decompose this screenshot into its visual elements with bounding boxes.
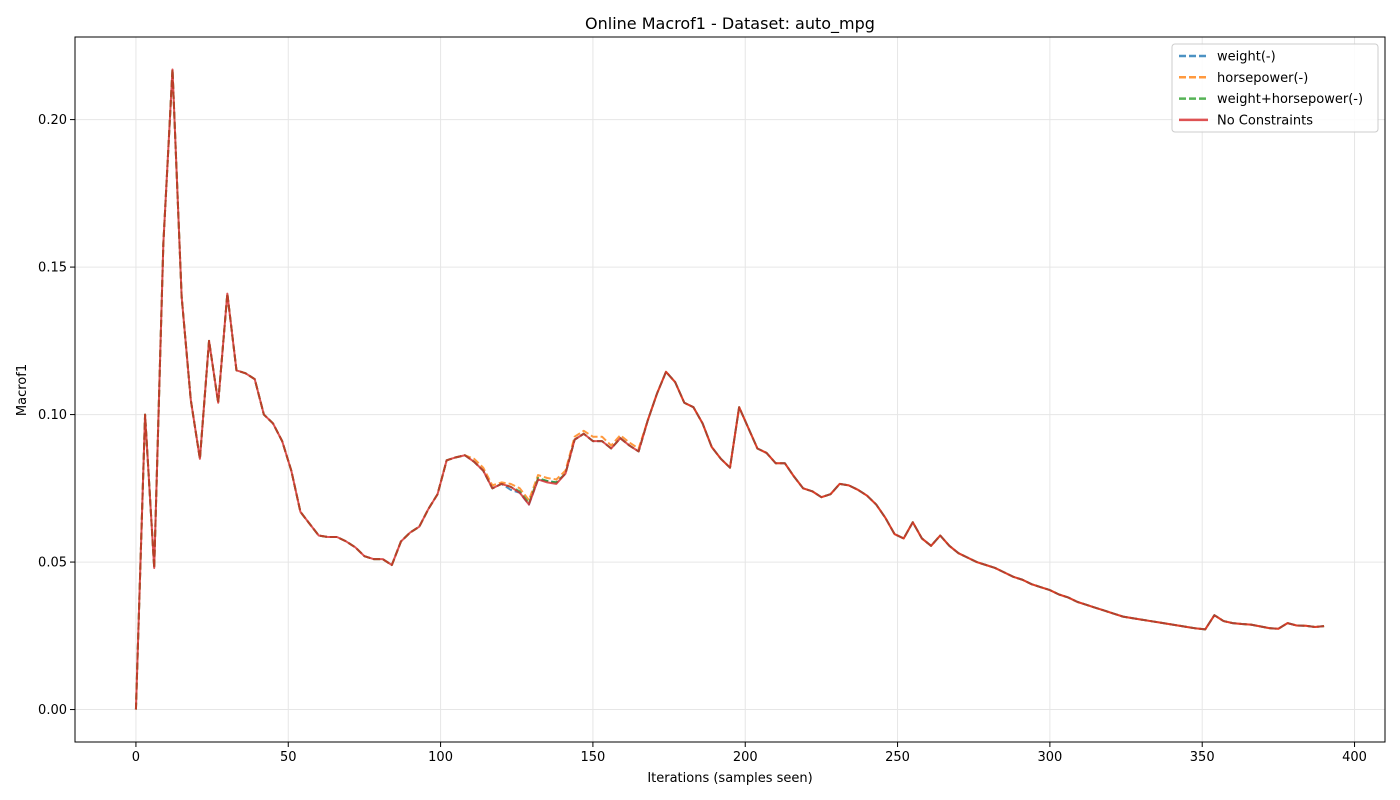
y-tick-label: 0.10 bbox=[38, 408, 67, 423]
x-tick-label: 350 bbox=[1190, 750, 1215, 765]
legend-label-0: weight(-) bbox=[1217, 50, 1276, 65]
grid bbox=[75, 37, 1385, 742]
series-line-1 bbox=[134, 68, 1325, 710]
series-line-3 bbox=[134, 68, 1325, 710]
y-tick-label: 0.20 bbox=[38, 113, 67, 128]
chart-title: Online Macrof1 - Dataset: auto_mpg bbox=[585, 14, 875, 34]
legend-label-3: No Constraints bbox=[1217, 113, 1313, 128]
legend-box bbox=[1171, 43, 1379, 133]
y-tick-label: 0.05 bbox=[38, 556, 67, 571]
y-axis-label: Macrof1 bbox=[15, 364, 30, 416]
y-tick-label: 0.00 bbox=[38, 703, 67, 718]
x-tick-label: 200 bbox=[733, 750, 758, 765]
x-tick-label: 150 bbox=[580, 750, 605, 765]
axis-ticks: 0 50 100 150 200 250 300 350 400 0.00 0.05 0.10 0.15… bbox=[38, 113, 1367, 765]
x-tick-label: 300 bbox=[1037, 750, 1062, 765]
series-line-0 bbox=[134, 68, 1325, 710]
x-tick-label: 400 bbox=[1342, 750, 1367, 765]
plot-frame bbox=[74, 36, 1386, 743]
x-tick-label: 100 bbox=[428, 750, 453, 765]
y-tick-label: 0.15 bbox=[38, 261, 67, 276]
series-lines bbox=[134, 68, 1325, 710]
legend-label-2: weight+horsepower(-) bbox=[1217, 92, 1363, 107]
x-tick-label: 0 bbox=[132, 750, 140, 765]
x-tick-label: 50 bbox=[280, 750, 297, 765]
legend: weight(-) horsepower(-) weight+horsepower(… bbox=[1171, 43, 1379, 133]
x-axis-label: Iterations (samples seen) bbox=[647, 771, 812, 786]
legend-label-1: horsepower(-) bbox=[1217, 71, 1308, 86]
x-tick-label: 250 bbox=[885, 750, 910, 765]
series-line-2 bbox=[134, 68, 1325, 710]
